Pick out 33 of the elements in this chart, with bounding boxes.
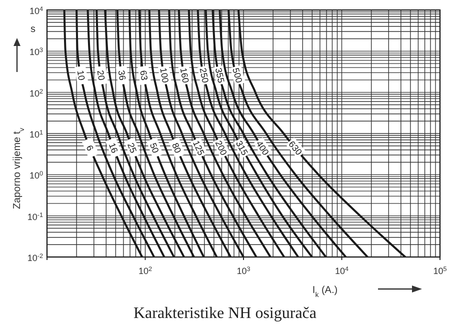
text: 500 <box>230 66 244 84</box>
y-tick-label: 10$^{1}$ <box>29 129 44 140</box>
y-tick-label: 10$^{-1}$ <box>27 211 44 222</box>
text: 160 <box>178 67 191 84</box>
x-axis-title: I$_{k}$ (A.) <box>312 285 338 298</box>
text: 630 <box>286 139 304 158</box>
text: 80 <box>170 141 184 155</box>
y-tick-label: 10$^{3}$ <box>29 46 44 58</box>
x-tick-label: 10$^{3}$ <box>236 266 251 276</box>
text: 10 <box>75 70 87 82</box>
text: 25 <box>126 141 139 154</box>
x-tick-label: 10$^{4}$ <box>334 266 349 276</box>
y-tick-label: 10$^{-2}$ <box>27 252 44 263</box>
text: 6 <box>84 144 96 152</box>
text: 400 <box>254 139 271 158</box>
text: 125 <box>190 139 206 157</box>
x-tick-label: 10$^{2}$ <box>138 266 152 276</box>
text: 50 <box>148 141 161 154</box>
text: 200 <box>213 139 229 157</box>
text: 36 <box>116 70 128 81</box>
text: 355 <box>213 66 226 84</box>
y-tick-label: 10$^{2}$ <box>29 88 44 98</box>
text: Karakteristike NH osigurača <box>133 305 317 322</box>
y-tick-label: 10$^{4}$ <box>29 6 44 16</box>
text: 100 <box>158 67 170 84</box>
text: 16 <box>106 141 120 154</box>
y-tick-label: 10$^{0}$ <box>29 170 44 181</box>
text: 20 <box>95 70 107 81</box>
text: 315 <box>234 139 250 158</box>
text: 250 <box>198 67 210 84</box>
text: 63 <box>138 70 150 82</box>
text: s <box>30 24 36 35</box>
x-tick-label: 10$^{5}$ <box>433 266 448 276</box>
